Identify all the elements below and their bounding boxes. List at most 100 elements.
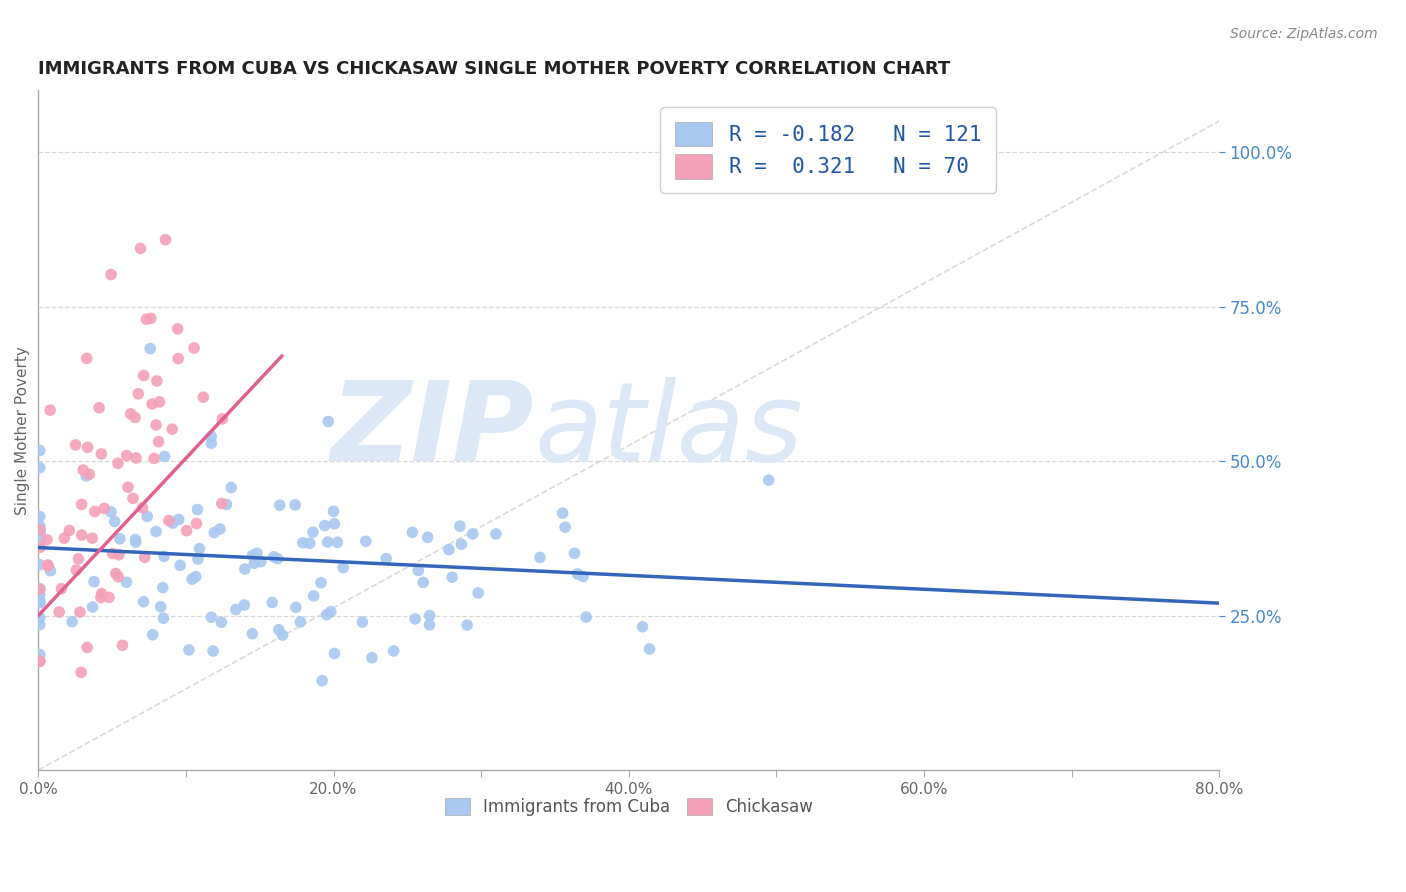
Point [233, 562, 256, 576]
Point [28, 524, 51, 539]
Point [200, 429, 222, 443]
Point [157, 514, 180, 528]
Point [153, 450, 176, 464]
Point [122, 491, 145, 506]
Point [314, 518, 336, 533]
Text: IMMIGRANTS FROM CUBA VS CHICKASAW SINGLE MOTHER POVERTY CORRELATION CHART: IMMIGRANTS FROM CUBA VS CHICKASAW SINGLE… [38, 60, 950, 78]
Point [104, 515, 127, 529]
Point [152, 581, 174, 595]
Point [28, 596, 51, 610]
Point [529, 550, 551, 565]
Point [467, 586, 489, 600]
Point [28, 582, 51, 596]
Point [37, 558, 59, 572]
Point [127, 386, 149, 401]
Point [187, 552, 209, 566]
Point [412, 575, 434, 590]
Point [28, 655, 51, 669]
Point [108, 548, 131, 562]
Point [186, 502, 208, 516]
Point [75, 468, 97, 483]
Point [246, 546, 269, 560]
Point [262, 595, 284, 609]
Point [149, 599, 172, 614]
Point [139, 311, 162, 326]
Point [129, 242, 152, 256]
Point [117, 480, 139, 494]
Point [28, 523, 51, 537]
Point [28, 523, 51, 537]
Point [263, 549, 285, 564]
Point [145, 417, 167, 432]
Point [70, 665, 93, 680]
Point [567, 566, 589, 581]
Point [115, 575, 138, 590]
Point [28, 533, 51, 547]
Point [28, 519, 51, 533]
Point [76, 440, 98, 454]
Point [184, 569, 207, 583]
Point [193, 390, 215, 404]
Point [169, 558, 191, 573]
Point [28, 460, 51, 475]
Point [28, 541, 51, 555]
Point [202, 644, 225, 658]
Point [267, 551, 290, 566]
Y-axis label: Single Mother Poverty: Single Mother Poverty [15, 346, 30, 515]
Point [298, 536, 321, 550]
Point [332, 560, 354, 574]
Point [419, 608, 441, 623]
Point [211, 412, 233, 426]
Point [225, 602, 247, 616]
Point [302, 525, 325, 540]
Point [564, 546, 586, 560]
Point [638, 642, 661, 657]
Point [319, 605, 342, 619]
Point [70, 498, 93, 512]
Point [176, 524, 198, 538]
Point [456, 618, 478, 632]
Point [28, 582, 51, 597]
Point [437, 542, 460, 557]
Point [135, 312, 157, 326]
Point [269, 498, 291, 512]
Point [209, 615, 232, 630]
Point [461, 527, 484, 541]
Point [28, 617, 51, 632]
Point [188, 541, 211, 556]
Point [449, 519, 471, 533]
Point [100, 505, 122, 519]
Point [28, 588, 51, 602]
Point [291, 536, 314, 550]
Point [311, 673, 333, 688]
Text: ZIP: ZIP [330, 376, 534, 483]
Point [242, 549, 264, 563]
Point [107, 570, 129, 584]
Point [202, 525, 225, 540]
Text: atlas: atlas [534, 376, 803, 483]
Point [90, 591, 112, 605]
Point [100, 268, 122, 282]
Point [554, 520, 576, 534]
Point [98, 591, 121, 605]
Point [243, 556, 266, 570]
Point [322, 504, 344, 518]
Point [326, 535, 349, 549]
Point [249, 555, 271, 569]
Point [152, 611, 174, 625]
Point [107, 456, 129, 470]
Point [315, 607, 337, 622]
Point [148, 434, 170, 449]
Point [79, 467, 101, 482]
Legend: Immigrants from Cuba, Chickasaw: Immigrants from Cuba, Chickasaw [437, 791, 820, 822]
Point [200, 610, 222, 624]
Point [83, 574, 105, 589]
Point [153, 549, 176, 564]
Point [758, 473, 780, 487]
Point [208, 522, 231, 536]
Point [404, 612, 426, 626]
Point [215, 498, 238, 512]
Point [124, 533, 146, 547]
Point [125, 450, 148, 465]
Point [160, 422, 183, 436]
